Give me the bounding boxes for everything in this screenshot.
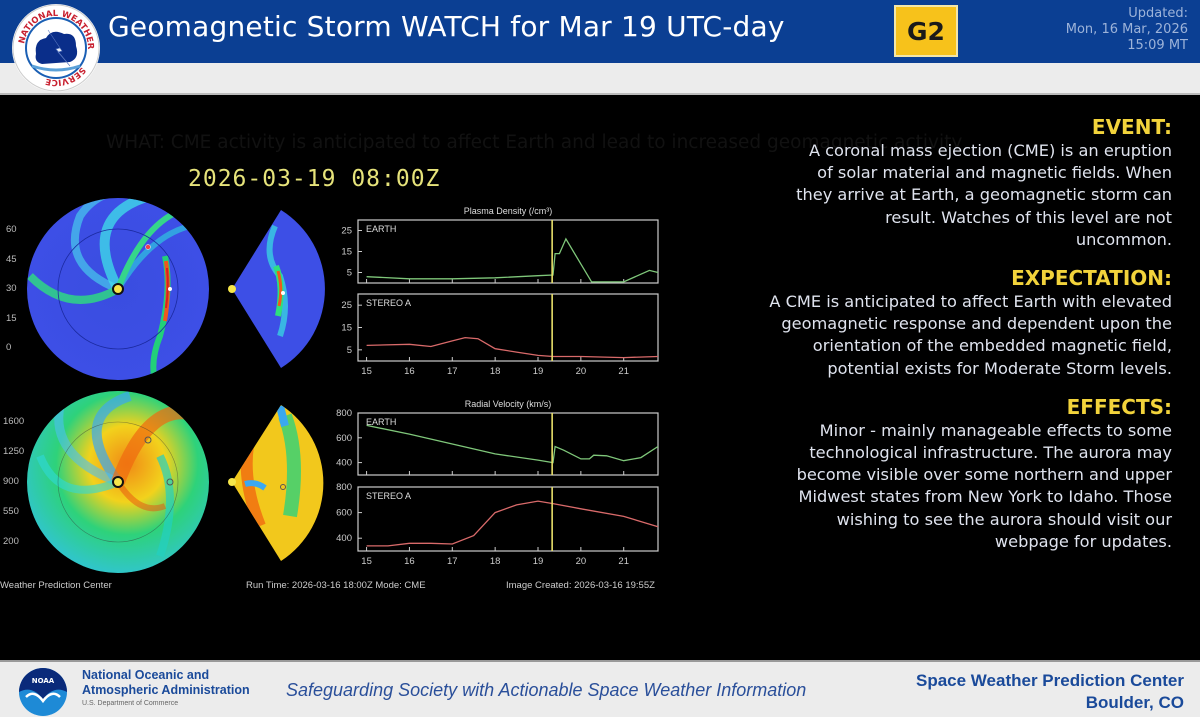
effects-heading: EFFECTS: — [1066, 394, 1172, 419]
svg-text:5: 5 — [347, 345, 352, 356]
density-colorbar-tick: 15 — [6, 313, 17, 324]
noaa-logo-icon: NOAA — [18, 667, 68, 717]
updated-date: Mon, 16 Mar, 2026 — [1065, 22, 1188, 37]
svg-text:19: 19 — [533, 366, 544, 377]
svg-text:STEREO A: STEREO A — [366, 298, 411, 308]
page-title: Geomagnetic Storm WATCH for Mar 19 UTC-d… — [108, 10, 785, 43]
velocity-ecliptic-plot — [27, 391, 209, 573]
simulation-timestamp: 2026-03-19 08:00Z — [188, 166, 441, 192]
density-colorbar-tick: 0 — [6, 342, 12, 353]
updated-label: Updated: — [1128, 6, 1188, 21]
swpc-attribution: Space Weather Prediction Center Boulder,… — [916, 670, 1184, 714]
svg-text:19: 19 — [533, 556, 544, 567]
run-time-label: Run Time: 2026-03-16 18:00Z Mode: CME — [246, 580, 426, 591]
what-statement: WHAT: CME activity is anticipated to aff… — [106, 132, 963, 153]
noaa-name: National Oceanic and Atmospheric Adminis… — [82, 668, 250, 698]
svg-text:17: 17 — [447, 556, 458, 567]
body-line: uncommon. — [1075, 229, 1172, 249]
footer-bar: NOAA National Oceanic and Atmospheric Ad… — [0, 660, 1200, 717]
svg-text:20: 20 — [576, 366, 587, 377]
body-line: orientation of the embedded magnetic fie… — [812, 336, 1172, 356]
svg-text:16: 16 — [404, 366, 415, 377]
body-line: of solar material and magnetic fields. W… — [817, 163, 1172, 183]
svg-text:18: 18 — [490, 556, 501, 567]
body-line: webpage for updates. — [994, 531, 1172, 551]
time-series-charts: Plasma Density (/cm³) Radial Velocity (km… — [336, 206, 659, 567]
body-line: result. Watches of this level are not — [885, 207, 1172, 227]
expectation-heading: EXPECTATION: — [1011, 266, 1172, 291]
updated-timestamp: Updated: Mon, 16 Mar, 2026 15:09 MT — [1066, 6, 1188, 54]
svg-text:15: 15 — [341, 247, 352, 258]
body-line: Midwest states from New York to Idaho. T… — [798, 487, 1172, 507]
body-line: geomagnetic response and dependent upon … — [781, 314, 1172, 334]
body-line: potential exists for Moderate Storm leve… — [827, 358, 1172, 378]
svg-text:25: 25 — [341, 226, 352, 237]
svg-text:15: 15 — [361, 366, 372, 377]
density-meridional-plot — [228, 210, 325, 368]
center-name: Space Weather Prediction Center — [916, 671, 1184, 690]
svg-text:21: 21 — [618, 366, 629, 377]
source-label: Weather Prediction Center — [0, 580, 112, 591]
body-line: become visible over some northern and up… — [796, 465, 1172, 485]
nws-logo-icon: NATIONAL WEATHER SERVICE — [12, 4, 100, 92]
velocity-colorbar-tick: 900 — [3, 476, 19, 487]
density-ecliptic-plot — [27, 198, 209, 380]
density-colorbar-tick: 30 — [6, 283, 17, 294]
enlil-model-graphics: Plasma Density (/cm³) Radial Velocity (km… — [27, 198, 659, 573]
what-bar: WHAT: CME activity is anticipated to aff… — [0, 63, 1200, 153]
effects-section: EFFECTS: Minor - mainly manageable effec… — [672, 394, 1172, 553]
velocity-colorbar-tick: 1600 — [3, 416, 25, 427]
header-bar: Geomagnetic Storm WATCH for Mar 19 UTC-d… — [0, 0, 1200, 63]
svg-text:400: 400 — [336, 533, 352, 544]
body-line: technological infrastructure. The aurora… — [809, 443, 1172, 463]
event-section: EVENT: A coronal mass ejection (CME) is … — [672, 114, 1172, 251]
svg-text:Radial Velocity (km/s): Radial Velocity (km/s) — [465, 399, 552, 409]
expectation-section: EXPECTATION: A CME is anticipated to aff… — [672, 265, 1172, 380]
svg-text:STEREO A: STEREO A — [366, 491, 411, 501]
event-body: A coronal mass ejection (CME) is an erup… — [672, 140, 1172, 251]
noaa-name-line: Atmospheric Administration — [82, 683, 250, 697]
velocity-colorbar-tick: 200 — [3, 536, 19, 547]
enlil-simulation-panel: 2026-03-19 08:00Z 60 45 30 15 0 1600 125… — [0, 96, 680, 656]
svg-text:600: 600 — [336, 433, 352, 444]
body-line: Minor - mainly manageable effects to som… — [819, 420, 1172, 440]
svg-text:25: 25 — [341, 300, 352, 311]
velocity-colorbar-tick: 1250 — [3, 446, 25, 457]
info-panel: EVENT: A coronal mass ejection (CME) is … — [672, 114, 1172, 567]
tagline: Safeguarding Society with Actionable Spa… — [286, 680, 807, 700]
image-created-label: Image Created: 2026-03-16 19:55Z — [506, 580, 655, 591]
density-colorbar-tick: 60 — [6, 224, 17, 235]
svg-text:800: 800 — [336, 408, 352, 419]
body-line: they arrive at Earth, a geomagnetic stor… — [796, 185, 1172, 205]
body-line: A coronal mass ejection (CME) is an erup… — [808, 141, 1172, 160]
svg-text:18: 18 — [490, 366, 501, 377]
body-line: wishing to see the aurora should visit o… — [836, 509, 1172, 529]
noaa-name-line: National Oceanic and — [82, 668, 210, 682]
svg-text:NOAA: NOAA — [32, 677, 55, 685]
velocity-meridional-plot — [228, 405, 324, 561]
center-location: Boulder, CO — [1085, 693, 1184, 712]
svg-text:Plasma Density (/cm³): Plasma Density (/cm³) — [464, 206, 553, 216]
svg-text:600: 600 — [336, 508, 352, 519]
svg-text:5: 5 — [347, 268, 352, 279]
noaa-department: U.S. Department of Commerce — [82, 700, 179, 707]
svg-text:400: 400 — [336, 458, 352, 469]
svg-text:21: 21 — [618, 556, 629, 567]
svg-text:17: 17 — [447, 366, 458, 377]
svg-text:EARTH: EARTH — [366, 224, 396, 234]
updated-time: 15:09 MT — [1127, 38, 1188, 53]
svg-text:800: 800 — [336, 482, 352, 493]
svg-text:15: 15 — [341, 323, 352, 334]
svg-text:15: 15 — [361, 556, 372, 567]
density-colorbar-tick: 45 — [6, 254, 17, 265]
event-heading: EVENT: — [1091, 115, 1172, 139]
body-line: A CME is anticipated to affect Earth wit… — [769, 292, 1172, 312]
svg-text:20: 20 — [576, 556, 587, 567]
svg-text:EARTH: EARTH — [366, 417, 396, 427]
expectation-body: A CME is anticipated to affect Earth wit… — [672, 291, 1172, 380]
svg-text:16: 16 — [404, 556, 415, 567]
g-scale-badge: G2 — [894, 5, 958, 57]
velocity-colorbar-tick: 550 — [3, 506, 19, 517]
effects-body: Minor - mainly manageable effects to som… — [672, 420, 1172, 553]
